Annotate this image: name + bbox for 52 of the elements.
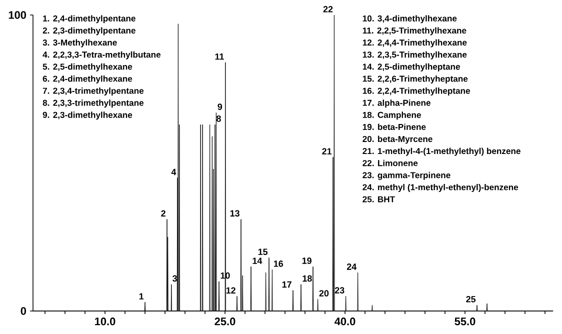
annotation: 3 <box>172 275 177 282</box>
annotation: 20 <box>319 290 329 296</box>
y-tick-label: 100 <box>8 11 26 19</box>
annotation: 1. 2,4-dimethylpentane <box>43 15 136 24</box>
annotation: 25 <box>466 296 476 302</box>
annotation: 12 <box>226 287 236 294</box>
annotation: 18. Camphene <box>362 112 421 120</box>
annotation: 7. 2,3,4-trimethylpentane <box>42 88 144 96</box>
annotation: 13 <box>230 210 240 217</box>
annotation: 4 <box>171 168 176 176</box>
annotation: 9. 2,3-dimethylhexane <box>42 112 132 120</box>
annotation: 1 <box>139 293 144 300</box>
x-tick-label: 25.0 <box>214 318 236 326</box>
annotation: 22. Limonene <box>362 160 418 166</box>
annotation: 8. 2,3,3-trimethylpentane <box>42 100 144 108</box>
annotation: 22 <box>323 6 333 12</box>
x-tick-label: 40.0 <box>334 318 356 326</box>
annotation: 17. alpha-Pinene <box>362 100 430 108</box>
annotation: 15. 2,2,6-Trimethyheptane <box>362 75 468 84</box>
annotation: 24. methyl (1-methyl-ethenyl)-benzene <box>362 184 518 192</box>
annotation: 9 <box>218 104 222 110</box>
annotation: 25. BHT <box>362 196 395 202</box>
annotation: 21 <box>322 148 332 154</box>
y-tick-label: 0 <box>20 307 26 315</box>
annotation: 24 <box>346 264 357 270</box>
annotation: 11. 2,2,5-Trimethylhexane <box>362 27 466 36</box>
annotation: 17 <box>282 281 292 288</box>
annotation: 19 <box>302 258 312 264</box>
annotation: 2. 2,3-dimethylpentane <box>42 27 136 36</box>
annotation: 5. 2,5-dimethylhexane <box>42 63 132 72</box>
annotation: 18 <box>302 275 312 282</box>
annotation: 16. 2,2,4-Trimethylheptane <box>362 88 470 96</box>
annotation: 11 <box>215 53 224 60</box>
annotation: 14 <box>252 258 262 264</box>
annotation: 23 <box>334 287 344 294</box>
annotation: 2 <box>161 210 166 217</box>
annotation: 19. beta-Pinene <box>362 124 426 130</box>
annotation: 15 <box>258 248 268 256</box>
annotation: 13. 2,3,5-Trimethylhexane <box>362 51 467 60</box>
annotation: 16 <box>274 260 284 267</box>
annotation: 3. 3-Methylhexane <box>42 39 117 48</box>
annotation: 6. 2,4-dimethylhexane <box>42 75 132 84</box>
x-tick-label: 10.0 <box>95 318 116 326</box>
annotation: 23. gamma-Terpinene <box>362 172 450 180</box>
annotation: 21. 1-methyl-4-(1-methylethyl) benzene <box>362 148 520 156</box>
annotation: 10. 3,4-dimethylhexane <box>362 15 457 24</box>
x-tick-label: 55.0 <box>454 318 476 326</box>
annotation: 12. 2,4,4-Trimethylhexane <box>362 39 467 48</box>
annotation: 4. 2,2,3,3-Tetra-methylbutane <box>42 51 161 60</box>
annotation: 20. beta-Myrcene <box>362 136 432 144</box>
annotation: 14. 2,5-dimethylheptane <box>362 63 460 72</box>
annotation: 8 <box>216 115 221 122</box>
